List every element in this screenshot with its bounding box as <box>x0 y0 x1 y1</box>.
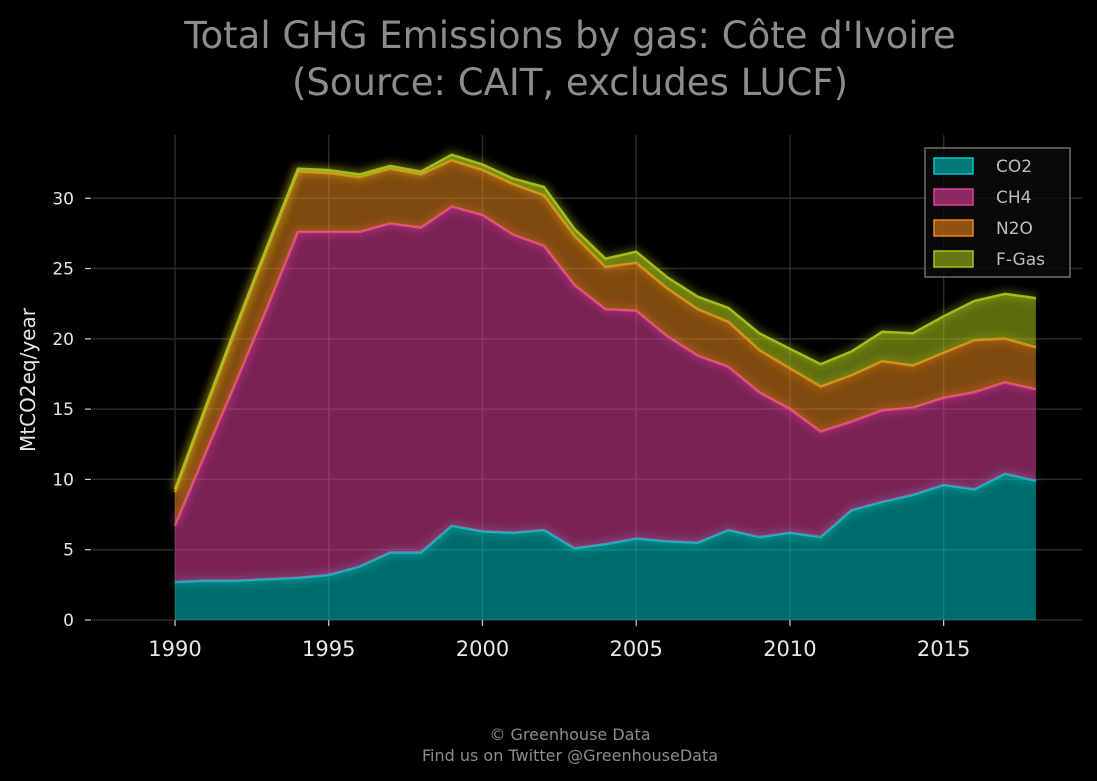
footer: © Greenhouse Data Find us on Twitter @Gr… <box>0 724 1097 766</box>
y-axis-label: MtCO2eq/year <box>16 307 40 452</box>
y-tick-label: 25 <box>52 260 74 280</box>
y-tick-label: 15 <box>52 400 74 420</box>
legend-swatch-ch4 <box>933 188 974 206</box>
chart-title-line2: (Source: CAIT, excludes LUCF) <box>291 61 849 104</box>
legend-label-n2o: N2O <box>996 219 1033 239</box>
area-ch4 <box>175 206 1036 582</box>
y-tick-label: 0 <box>63 611 74 631</box>
legend-label-ch4: CH4 <box>996 188 1031 208</box>
legend-label-f-gas: F-Gas <box>996 250 1045 270</box>
chart-legend: CO2 CH4 N2O F-Gas <box>924 147 1071 278</box>
chart-axes: 1990 1995 2000 2005 2010 2015 0 5 10 15 20 25 30 <box>52 189 970 661</box>
chart-areas <box>171 150 1037 620</box>
legend-swatch-co2 <box>933 157 974 175</box>
chart-title-line1: Total GHG Emissions by gas: Côte d'Ivoir… <box>184 14 956 57</box>
y-tick-label: 5 <box>63 541 74 561</box>
chart-title: Total GHG Emissions by gas: Côte d'Ivoir… <box>0 12 1097 106</box>
x-tick-label: 2000 <box>456 637 509 661</box>
footer-copyright: © Greenhouse Data <box>489 725 651 744</box>
series-f-gas <box>171 150 1037 493</box>
line-f-gas <box>173 153 1037 490</box>
x-tick-label: 2010 <box>763 637 816 661</box>
footer-twitter: Find us on Twitter @GreenhouseData <box>421 746 719 765</box>
legend-swatch-n2o <box>933 219 974 237</box>
y-tick-label: 10 <box>52 470 74 490</box>
legend-swatch-f-gas <box>933 250 974 268</box>
x-tick-label: 1995 <box>302 637 355 661</box>
y-tick-label: 20 <box>52 330 74 350</box>
legend-label-co2: CO2 <box>996 157 1032 177</box>
y-tick-label: 30 <box>52 189 74 209</box>
x-tick-label: 2005 <box>609 637 662 661</box>
x-tick-label: 2015 <box>917 637 970 661</box>
x-tick-label: 1990 <box>148 637 201 661</box>
